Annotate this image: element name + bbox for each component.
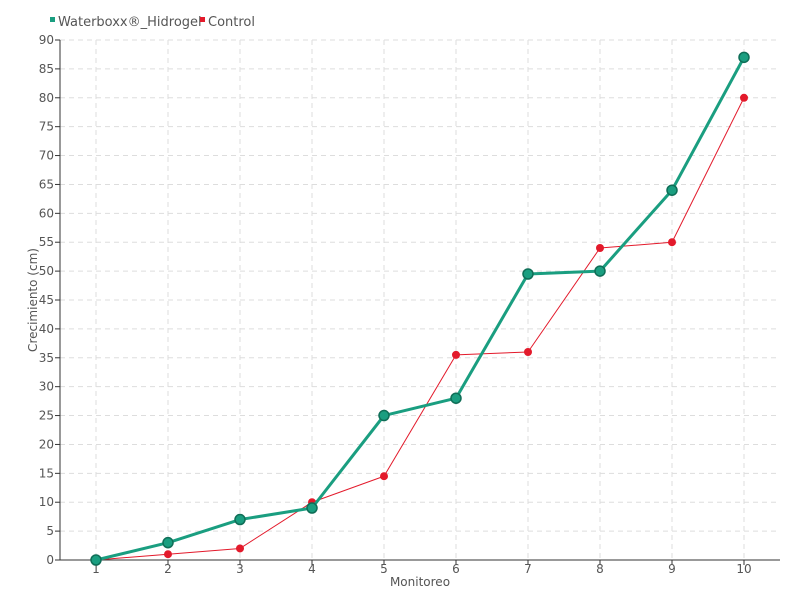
y-tick-label: 75: [39, 120, 54, 134]
y-tick-label: 15: [39, 466, 54, 480]
data-point[interactable]: [666, 184, 678, 196]
y-tick-label: 5: [46, 524, 54, 538]
legend-label: Waterboxx®_Hidrogel: [58, 15, 202, 30]
data-point[interactable]: [596, 244, 604, 252]
y-tick-label: 35: [39, 351, 54, 365]
y-tick-label: 40: [39, 322, 54, 336]
axes: [55, 39, 780, 565]
data-point[interactable]: [452, 350, 460, 359]
grid-lines: [60, 39, 780, 560]
x-tick-label: 7: [524, 562, 532, 576]
x-tick-labels: 1 2 3 4 5 6 7 8 9 10: [92, 562, 751, 576]
data-point[interactable]: [90, 554, 102, 566]
x-tick-label: 8: [596, 562, 604, 576]
y-tick-label: 50: [39, 264, 54, 278]
x-tick-label: 4: [308, 562, 316, 576]
y-tick-label: 70: [39, 149, 54, 163]
y-tick-label: 45: [39, 293, 54, 307]
y-tick-label: 80: [39, 91, 54, 105]
x-tick-label: 1: [92, 562, 100, 576]
data-point[interactable]: [594, 265, 606, 277]
y-tick-label: 20: [39, 437, 54, 451]
x-tick-label: 10: [736, 562, 751, 576]
y-tick-label: 65: [39, 177, 54, 191]
data-point[interactable]: [450, 392, 462, 404]
x-axis-title: Monitoreo: [390, 575, 450, 589]
series: [90, 51, 750, 566]
x-tick-label: 9: [668, 562, 676, 576]
y-tick-label: 85: [39, 62, 54, 76]
data-point[interactable]: [740, 93, 748, 102]
series-control: [92, 93, 748, 564]
y-tick-label: 55: [39, 235, 54, 249]
legend-item[interactable]: Waterboxx®_Hidrogel: [50, 15, 202, 30]
legend-label: Control: [208, 15, 255, 30]
data-point[interactable]: [738, 51, 750, 64]
data-point[interactable]: [522, 268, 534, 280]
data-point[interactable]: [524, 348, 532, 356]
legend-swatch: [50, 17, 55, 22]
y-tick-label: 10: [39, 495, 54, 509]
x-tick-label: 3: [236, 562, 244, 576]
legend: Waterboxx®_Hidrogel Control: [50, 15, 255, 30]
series-line: [95, 97, 745, 561]
data-point[interactable]: [668, 238, 676, 247]
series-waterboxx-hidrogel: [90, 51, 750, 566]
y-tick-label: 90: [39, 33, 54, 47]
y-tick-label: 25: [39, 409, 54, 423]
y-axis-title: Crecimiento (cm): [26, 248, 40, 352]
data-point[interactable]: [236, 544, 244, 553]
y-tick-label: 30: [39, 380, 54, 394]
y-tick-label: 0: [46, 553, 54, 567]
data-point[interactable]: [234, 513, 246, 526]
x-tick-label: 5: [380, 562, 388, 576]
x-tick-label: 2: [164, 562, 172, 576]
data-point[interactable]: [164, 550, 172, 559]
y-tick-label: 60: [39, 206, 54, 220]
legend-swatch: [200, 17, 205, 22]
series-line: [95, 56, 746, 562]
data-point[interactable]: [162, 536, 174, 549]
legend-item[interactable]: Control: [200, 15, 255, 30]
data-point[interactable]: [378, 409, 390, 422]
y-tick-labels: 0 5 10 15 20 25 30 35 40 45 50 55 60 65 70 75 80 85 90: [39, 33, 54, 567]
data-point[interactable]: [380, 472, 388, 481]
data-point[interactable]: [306, 502, 318, 514]
x-tick-label: 6: [452, 562, 460, 576]
